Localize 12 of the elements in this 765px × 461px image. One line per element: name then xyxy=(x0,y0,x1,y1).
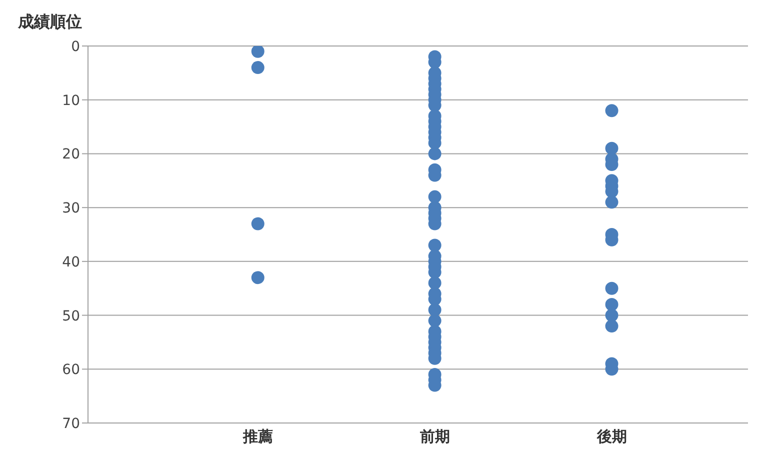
y-tick-label: 0 xyxy=(71,38,80,55)
y-tick-label: 50 xyxy=(62,308,80,324)
y-tick-label: 30 xyxy=(62,200,80,217)
y-tick-label: 10 xyxy=(62,92,80,109)
x-tick-label: 後期 xyxy=(596,428,627,446)
y-tick-label: 60 xyxy=(62,362,80,378)
x-tick-label: 前期 xyxy=(418,428,450,446)
y-tick-label: 40 xyxy=(62,254,80,270)
y-axis-title: 成績順位 xyxy=(18,12,82,33)
x-tick-label: 推薦 xyxy=(242,428,273,446)
y-tick-label: 70 xyxy=(62,416,80,432)
y-tick-label: 20 xyxy=(62,146,80,163)
